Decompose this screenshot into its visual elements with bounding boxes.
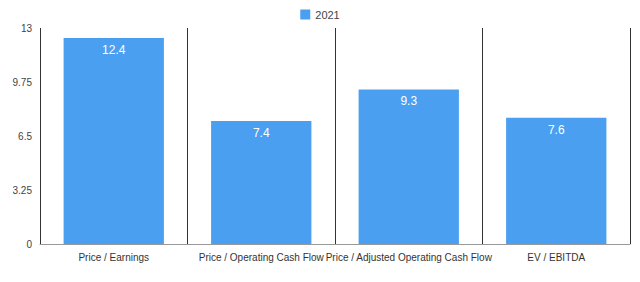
svg-text:Price / Adjusted Operating Cas: Price / Adjusted Operating Cash Flow [326, 252, 493, 263]
svg-text:Price / Earnings: Price / Earnings [78, 252, 149, 263]
svg-text:9.3: 9.3 [400, 94, 417, 108]
svg-text:3.25: 3.25 [13, 185, 33, 196]
svg-text:2021: 2021 [315, 9, 339, 21]
svg-text:EV / EBITDA: EV / EBITDA [527, 252, 585, 263]
svg-text:13: 13 [21, 23, 33, 34]
svg-text:9.75: 9.75 [13, 77, 33, 88]
svg-text:0: 0 [26, 239, 32, 250]
svg-text:Price / Operating Cash Flow: Price / Operating Cash Flow [199, 252, 325, 263]
svg-text:12.4: 12.4 [102, 43, 126, 57]
svg-text:6.5: 6.5 [18, 131, 32, 142]
svg-text:7.6: 7.6 [548, 123, 565, 137]
svg-text:7.4: 7.4 [253, 126, 270, 140]
